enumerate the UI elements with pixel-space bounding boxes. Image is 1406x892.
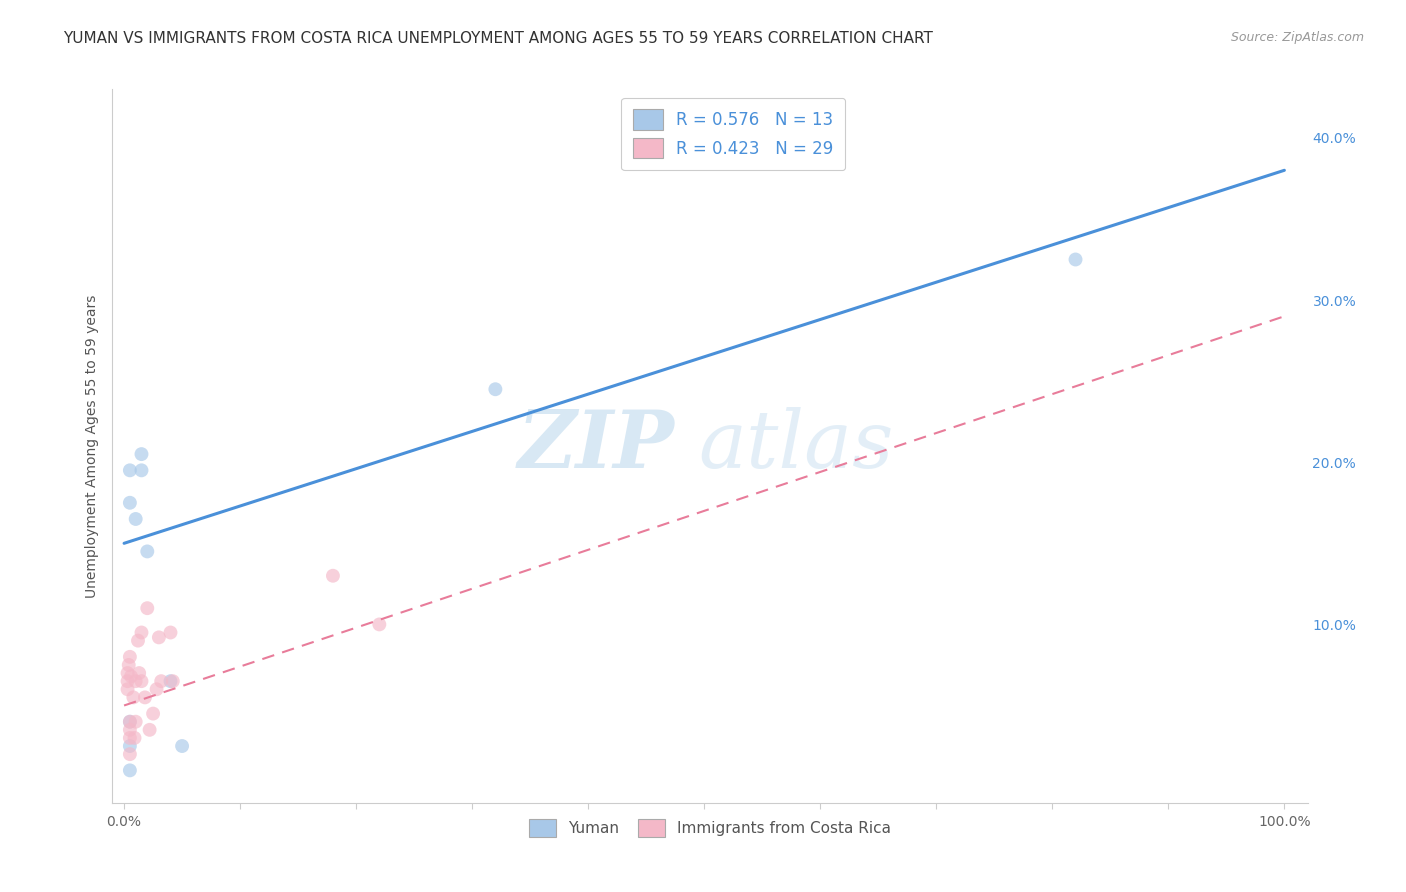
Legend: Yuman, Immigrants from Costa Rica: Yuman, Immigrants from Costa Rica [522,811,898,845]
Point [122,690,145,705]
Point [484,382,506,396]
Point [118,731,141,745]
Point [118,496,141,510]
Point [127,633,149,648]
Point [145,682,167,697]
Point [150,674,173,689]
Point [131,447,153,461]
Point [118,463,141,477]
Point [118,714,141,729]
Point [118,723,141,737]
Y-axis label: Unemployment Among Ages 55 to 59 years: Unemployment Among Ages 55 to 59 years [84,294,98,598]
Point [159,625,181,640]
Point [368,617,391,632]
Point [118,747,141,761]
Point [125,674,148,689]
Point [148,631,170,645]
Point [1064,252,1087,267]
Point [128,666,150,681]
Point [118,739,141,753]
Point [117,682,139,697]
Point [134,690,156,705]
Text: YUMAN VS IMMIGRANTS FROM COSTA RICA UNEMPLOYMENT AMONG AGES 55 TO 59 YEARS CORRE: YUMAN VS IMMIGRANTS FROM COSTA RICA UNEM… [63,31,934,46]
Point [118,649,141,664]
Text: ZIP: ZIP [517,408,675,484]
Point [131,625,153,640]
Point [118,657,141,672]
Point [117,666,139,681]
Point [118,764,141,778]
Point [322,568,344,582]
Point [118,714,141,729]
Point [124,731,146,745]
Point [136,601,159,615]
Point [131,463,153,477]
Point [125,714,148,729]
Point [125,512,148,526]
Point [172,739,194,753]
Point [159,674,181,689]
Point [138,723,160,737]
Text: Source: ZipAtlas.com: Source: ZipAtlas.com [1230,31,1364,45]
Point [162,674,184,689]
Point [142,706,165,721]
Point [117,674,139,689]
Point [131,674,153,689]
Point [120,669,142,683]
Text: atlas: atlas [699,408,893,484]
Point [136,544,159,558]
